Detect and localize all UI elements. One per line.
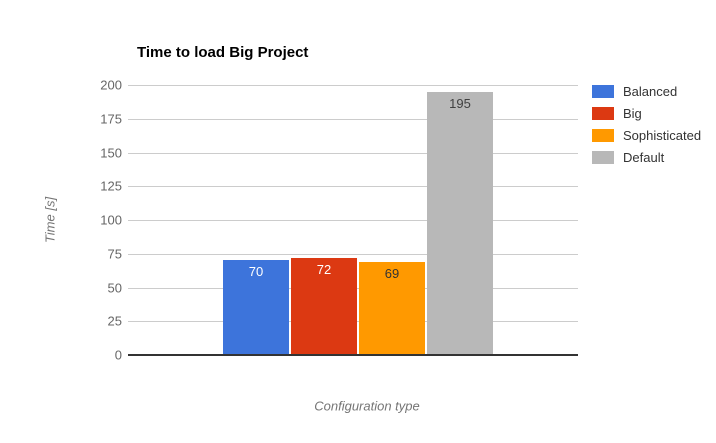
- y-tick-label: 0: [114, 347, 122, 363]
- legend-swatch-icon: [592, 150, 614, 164]
- legend-item-default[interactable]: Default: [592, 146, 701, 168]
- bar-value-label: 69: [384, 266, 400, 281]
- y-tick-label: 175: [100, 111, 122, 127]
- gridline: [128, 220, 578, 221]
- x-axis-title: Configuration type: [314, 398, 420, 414]
- y-tick-label: 75: [107, 246, 122, 262]
- legend-item-big[interactable]: Big: [592, 102, 701, 124]
- legend-label: Sophisticated: [623, 127, 702, 143]
- legend-item-sophisticated[interactable]: Sophisticated: [592, 124, 701, 146]
- legend-item-balanced[interactable]: Balanced: [592, 80, 701, 102]
- y-tick-label: 50: [107, 280, 122, 295]
- gridline: [128, 85, 578, 86]
- legend-label: Balanced: [623, 83, 678, 99]
- bar-value-label: 72: [316, 262, 332, 277]
- legend-label: Default: [623, 149, 665, 165]
- gridline: [128, 254, 578, 255]
- bar-default[interactable]: [427, 92, 493, 355]
- y-tick-label: 200: [100, 77, 122, 93]
- bar-value-label: 70: [248, 264, 264, 279]
- bar-balanced[interactable]: [223, 260, 289, 355]
- bar-big[interactable]: [291, 258, 357, 355]
- gridline: [128, 119, 578, 120]
- plot-area: 70 72 69 195: [128, 85, 578, 356]
- bar-value-label: 195: [449, 96, 471, 111]
- legend-swatch-icon: [592, 84, 614, 98]
- legend-label: Big: [623, 105, 642, 121]
- y-axis-title: Time [s]: [42, 196, 58, 244]
- legend: Balanced Big Sophisticated Default: [592, 80, 701, 168]
- bar-sophisticated[interactable]: [359, 262, 425, 355]
- chart-title: Time to load Big Project: [137, 44, 309, 61]
- y-tick-label: 125: [100, 178, 122, 194]
- y-tick-label: 25: [107, 313, 122, 329]
- x-axis-line: [128, 354, 578, 356]
- legend-swatch-icon: [592, 106, 614, 120]
- gridline: [128, 186, 578, 187]
- gridline: [128, 153, 578, 154]
- y-tick-label: 100: [100, 212, 122, 228]
- y-tick-label: 150: [100, 145, 122, 160]
- legend-swatch-icon: [592, 128, 614, 142]
